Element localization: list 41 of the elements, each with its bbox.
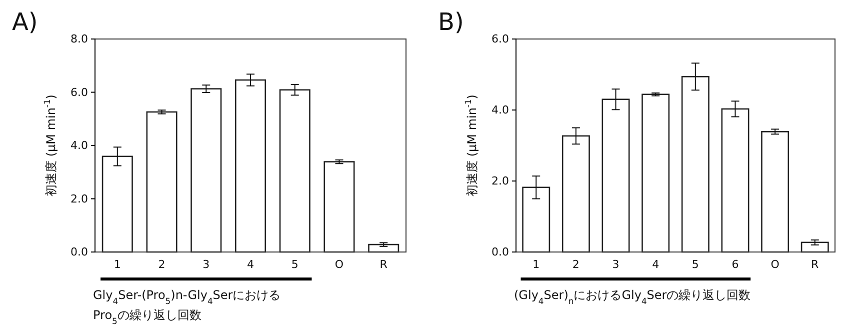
- y-tick-label: 6.0: [70, 86, 88, 99]
- chart-title: B): [438, 8, 464, 36]
- bar: [324, 161, 355, 253]
- x-tick-label: 2: [158, 258, 166, 271]
- bar: [102, 156, 133, 253]
- x-tick-label: 4: [247, 258, 254, 271]
- bar: [190, 88, 222, 253]
- y-tick-label: 2.0: [492, 174, 509, 188]
- x-tick-label: 4: [652, 258, 660, 271]
- y-tick-label: 0.0: [70, 246, 88, 259]
- x-tick-label: 6: [732, 258, 739, 271]
- bar: [602, 98, 630, 253]
- y-tick-label: 4.0: [492, 104, 509, 117]
- y-tick-label: 0.0: [492, 246, 509, 259]
- bar: [681, 76, 710, 253]
- x-tick-label: 1: [114, 258, 121, 271]
- bar: [761, 131, 790, 253]
- x-tick-label: O: [334, 258, 344, 271]
- bar: [562, 135, 590, 253]
- x-tick-label: 3: [202, 258, 210, 271]
- bar: [642, 94, 670, 253]
- text: Gly$_{4}$Ser-(Pro$_{5}$)n-Gly$_{4}$Serにおける Pro$_{5}$の繰り返し回数: [93, 288, 281, 326]
- y-tick-label: 8.0: [70, 32, 88, 46]
- bar: [234, 79, 266, 253]
- x-tick-label: 3: [612, 258, 620, 271]
- x-tick-label: 2: [572, 258, 580, 271]
- x-tick-label: R: [811, 258, 820, 271]
- x-axis-title: (Gly$_{4}$Ser)$_{n}$におけるGly$_{4}$Serの繰り返し回数: [514, 288, 751, 306]
- chart-title: A): [12, 8, 38, 36]
- bar: [279, 89, 310, 253]
- x-tick-label: 5: [291, 258, 298, 271]
- y-tick-label: 2.0: [70, 192, 88, 206]
- bar: [146, 111, 178, 253]
- x-tick-label: O: [770, 258, 780, 271]
- x-tick-label: 1: [532, 258, 540, 271]
- y-tick-label: 4.0: [70, 139, 88, 152]
- bar: [522, 186, 550, 253]
- x-tick-label: 5: [692, 258, 699, 271]
- bar: [721, 108, 750, 253]
- x-tick-label: R: [380, 258, 388, 271]
- y-tick-label: 6.0: [492, 32, 509, 46]
